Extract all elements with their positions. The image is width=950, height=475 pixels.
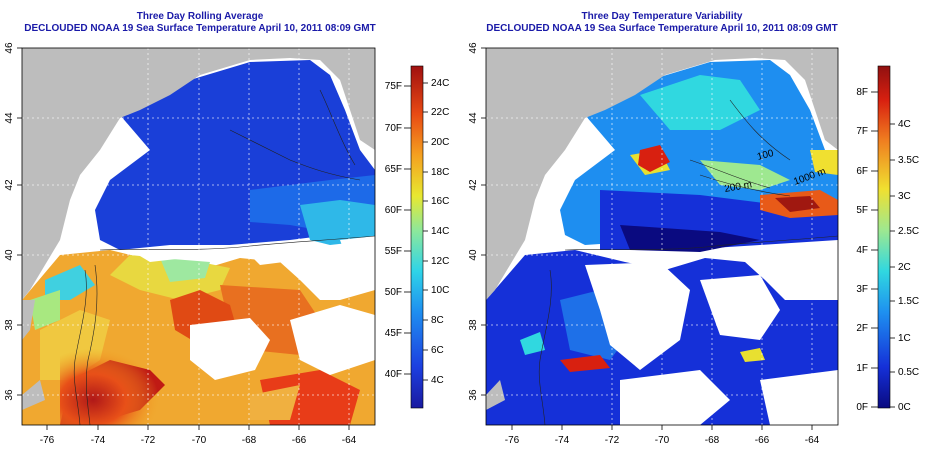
right-y-axis: 36 38 40 42 44 46 <box>468 42 486 401</box>
right-map: 100 200 m 1000 m <box>486 48 838 425</box>
right-grid <box>486 48 838 425</box>
right-colorbar-c: 1C <box>898 333 911 344</box>
left-colorbar-f: 40F <box>385 369 402 380</box>
left-colorbar-c: 12C <box>431 256 449 267</box>
left-y-tick: 40 <box>4 249 15 261</box>
right-y-tick: 36 <box>468 389 479 401</box>
right-y-tick: 44 <box>468 112 479 124</box>
right-colorbar-f: 6F <box>856 166 868 177</box>
right-contour-label: 200 m <box>724 179 753 195</box>
left-x-tick: -76 <box>40 435 55 446</box>
right-colorbar-f: 8F <box>856 87 868 98</box>
right-x-tick: -70 <box>655 435 670 446</box>
left-colorbar-f: 55F <box>385 246 402 257</box>
right-colorbar-c: 2C <box>898 262 911 273</box>
left-colorbar-f: 65F <box>385 164 402 175</box>
right-contours <box>538 99 838 425</box>
right-colorbar-f: 5F <box>856 205 868 216</box>
right-title-line1: Three Day Temperature Variability <box>581 11 743 22</box>
left-colorbar-f: 45F <box>385 328 402 339</box>
right-y-tick: 40 <box>468 249 479 261</box>
left-y-tick: 42 <box>4 179 15 191</box>
right-contour-label: 100 <box>756 148 775 163</box>
left-title-line2: DECLOUDED NOAA 19 Sea Surface Temperatur… <box>24 23 376 34</box>
right-colorbar-f: 4F <box>856 245 868 256</box>
right-colorbar-c: 0C <box>898 402 911 413</box>
left-title: Three Day Rolling Average DECLOUDED NOAA… <box>0 11 400 35</box>
right-colorbar-c: 4C <box>898 119 911 130</box>
right-colorbar-c: 3C <box>898 191 911 202</box>
left-colorbar-f: 75F <box>385 81 402 92</box>
left-colorbar-c: 4C <box>431 375 444 386</box>
left-contours <box>73 89 375 425</box>
right-colorbar-f: 7F <box>856 126 868 137</box>
right-land <box>486 48 838 300</box>
left-colorbar-c: 10C <box>431 285 449 296</box>
left-colorbar-c: 18C <box>431 167 449 178</box>
left-grid <box>22 48 375 425</box>
right-colorbar-c: 0.5C <box>898 367 919 378</box>
right-colorbar-f: 2F <box>856 323 868 334</box>
right-x-tick: -72 <box>605 435 620 446</box>
left-x-tick: -74 <box>91 435 106 446</box>
right-title-line2: DECLOUDED NOAA 19 Sea Surface Temperatur… <box>486 23 838 34</box>
left-x-tick: -64 <box>342 435 357 446</box>
left-colorbar-f: 60F <box>385 205 402 216</box>
left-colorbar: 40F 45F 50F 55F 60F 65F 70F 75F 4C 6C 8C… <box>385 65 449 409</box>
left-colorbar-c: 16C <box>431 196 449 207</box>
right-x-tick: -74 <box>555 435 570 446</box>
left-x-tick: -66 <box>292 435 307 446</box>
left-colorbar-c: 22C <box>431 107 449 118</box>
left-colorbar-c: 24C <box>431 78 449 89</box>
left-y-axis: 36 38 40 42 44 46 <box>4 42 22 401</box>
right-colorbar-c: 3.5C <box>898 155 919 166</box>
right-x-tick: -68 <box>705 435 720 446</box>
left-y-tick: 46 <box>4 42 15 54</box>
left-x-axis: -76 -74 -72 -70 -68 -66 -64 <box>40 425 357 446</box>
left-colorbar-f: 70F <box>385 123 402 134</box>
left-colorbar-c: 6C <box>431 345 444 356</box>
left-y-tick: 38 <box>4 319 15 331</box>
right-y-tick: 42 <box>468 179 479 191</box>
right-colorbar-c: 2.5C <box>898 226 919 237</box>
right-colorbar-c: 1.5C <box>898 296 919 307</box>
right-colorbar-f: 0F <box>856 402 868 413</box>
left-colorbar-f: 50F <box>385 287 402 298</box>
left-colorbar-c: 20C <box>431 137 449 148</box>
left-x-tick: -68 <box>242 435 257 446</box>
left-land <box>22 48 375 300</box>
right-colorbar: 0F 1F 2F 3F 4F 5F 6F 7F 8F 0C 0.5C 1C 1.… <box>856 65 919 413</box>
left-colorbar-c: 14C <box>431 226 449 237</box>
right-y-tick: 38 <box>468 319 479 331</box>
right-y-tick: 46 <box>468 42 479 54</box>
right-title: Three Day Temperature Variability DECLOU… <box>462 11 862 35</box>
right-x-axis: -76 -74 -72 -70 -68 -66 -64 <box>505 425 820 446</box>
right-colorbar-f: 1F <box>856 363 868 374</box>
left-title-line1: Three Day Rolling Average <box>136 11 264 22</box>
left-x-tick: -72 <box>141 435 156 446</box>
right-x-tick: -76 <box>505 435 520 446</box>
left-colorbar-c: 8C <box>431 315 444 326</box>
left-x-tick: -70 <box>192 435 207 446</box>
left-map-frame <box>21 47 376 426</box>
right-x-tick: -66 <box>755 435 770 446</box>
right-colorbar-f: 3F <box>856 284 868 295</box>
left-y-tick: 36 <box>4 389 15 401</box>
right-x-tick: -64 <box>805 435 820 446</box>
left-map <box>22 48 375 425</box>
left-y-tick: 44 <box>4 112 15 124</box>
